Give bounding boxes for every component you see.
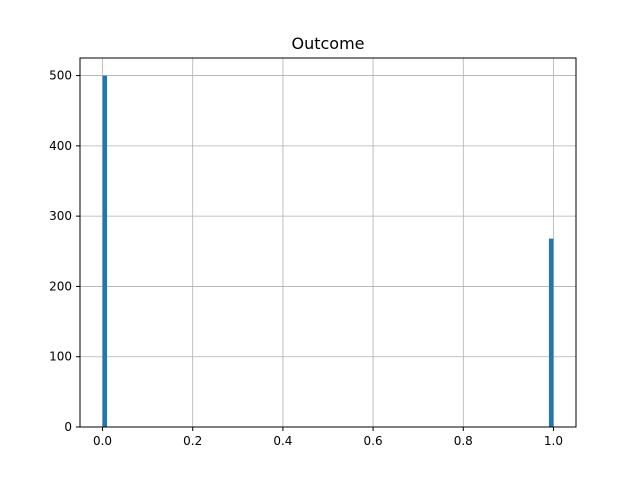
axis-ticks: 0.0 0.2 0.4 0.6 0.8 1.0 0 100 200 300 400 500: [49, 69, 563, 448]
histogram-bar: [102, 75, 108, 428]
x-tick-label: 0.2: [183, 434, 202, 448]
chart-title: Outcome: [291, 34, 364, 53]
x-tick-label: 0.4: [273, 434, 292, 448]
x-tick-label: 1.0: [544, 434, 563, 448]
y-tick-label: 400: [49, 139, 72, 153]
y-tick-label: 500: [49, 69, 72, 83]
histogram-bars: [102, 75, 554, 428]
y-tick-label: 0: [64, 420, 72, 434]
y-tick-label: 100: [49, 350, 72, 364]
x-tick-label: 0.0: [93, 434, 112, 448]
x-tick-label: 0.8: [454, 434, 473, 448]
y-tick-label: 200: [49, 279, 72, 293]
plot-frame: [79, 57, 577, 428]
y-tick-label: 300: [49, 209, 72, 223]
x-tick-label: 0.6: [364, 434, 383, 448]
histogram-bar: [548, 238, 554, 427]
